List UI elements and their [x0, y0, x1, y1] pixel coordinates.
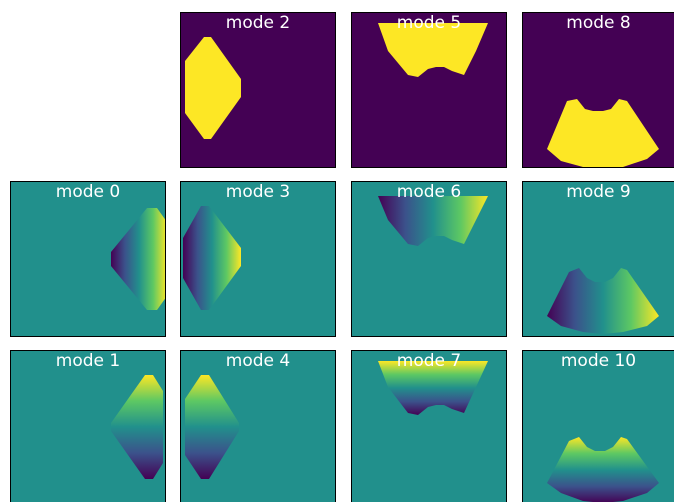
panel-mode-8: mode 8 [522, 12, 674, 168]
gradient-top-bowl [352, 351, 506, 502]
gradient-bottom-fan [523, 351, 674, 502]
panel-mode-1: mode 1 [10, 350, 166, 502]
gradient-right-diamond [11, 351, 165, 502]
gradient-left-diamond [181, 351, 335, 502]
gradient-top-bowl [352, 182, 506, 336]
gradient-right-shield [11, 182, 165, 336]
panel-mode-9: mode 9 [522, 181, 674, 337]
panel-mode-5: mode 5 [351, 12, 507, 168]
gradient-left-shield [181, 182, 335, 336]
panel-mode-3: mode 3 [180, 181, 336, 337]
mask-top-bowl [352, 13, 506, 167]
panel-mode-0: mode 0 [10, 181, 166, 337]
panel-mode-10: mode 10 [522, 350, 674, 502]
gradient-bottom-fan [523, 182, 674, 336]
panel-mode-2: mode 2 [180, 12, 336, 168]
panel-mode-7: mode 7 [351, 350, 507, 502]
panel-mode-4: mode 4 [180, 350, 336, 502]
panel-mode-6: mode 6 [351, 181, 507, 337]
mask-left-shield [181, 13, 335, 167]
mask-bottom-fan [523, 13, 674, 167]
